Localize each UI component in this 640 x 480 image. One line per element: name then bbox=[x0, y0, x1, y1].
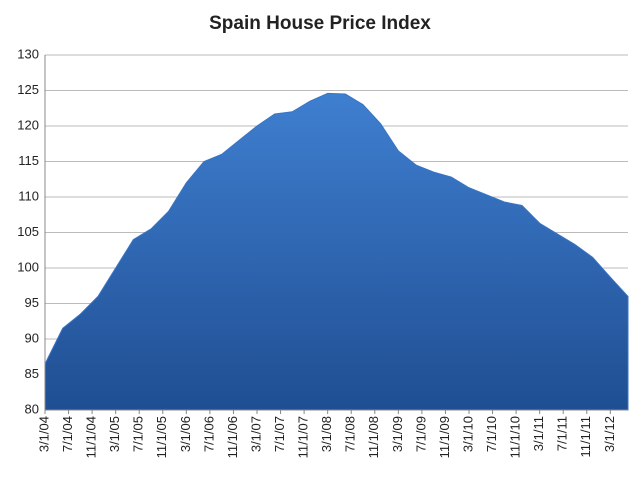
x-tick-label: 11/1/11 bbox=[578, 416, 593, 457]
x-tick-label: 7/1/10 bbox=[484, 416, 499, 452]
x-tick-label: 11/1/06 bbox=[225, 416, 240, 458]
x-tick-label: 7/1/05 bbox=[131, 416, 146, 452]
x-tick-label: 11/1/07 bbox=[296, 416, 311, 458]
y-tick-label: 90 bbox=[25, 330, 39, 345]
x-tick-label: 3/1/07 bbox=[248, 416, 263, 452]
area bbox=[44, 92, 629, 411]
x-tick-label: 3/1/12 bbox=[602, 416, 617, 452]
y-tick-label: 80 bbox=[25, 401, 39, 416]
x-tick-label: 3/1/05 bbox=[107, 416, 122, 452]
y-tick-label: 125 bbox=[17, 82, 39, 97]
y-tick-label: 110 bbox=[18, 188, 39, 203]
x-tick-label: 11/1/05 bbox=[154, 416, 169, 458]
y-tick-label: 115 bbox=[18, 153, 39, 168]
x-tick-label: 7/1/04 bbox=[60, 416, 75, 452]
x-tick-label: 11/1/10 bbox=[508, 416, 523, 458]
x-tick-label: 11/1/08 bbox=[366, 416, 381, 458]
y-tick-label: 95 bbox=[25, 295, 39, 310]
x-tick-label: 7/1/06 bbox=[201, 416, 216, 452]
x-tick-label: 3/1/08 bbox=[319, 416, 334, 452]
y-tick-label: 130 bbox=[17, 46, 39, 61]
x-tick-label: 7/1/11 bbox=[555, 416, 570, 451]
x-tick-label: 3/1/10 bbox=[460, 416, 475, 452]
x-tick-label: 3/1/09 bbox=[390, 416, 405, 452]
y-tick-label: 85 bbox=[25, 366, 39, 381]
y-tick-label: 120 bbox=[17, 117, 39, 132]
x-tick-label: 11/1/09 bbox=[437, 416, 452, 458]
x-tick-label: 3/1/06 bbox=[178, 416, 193, 452]
x-tick-label: 3/1/11 bbox=[531, 416, 546, 451]
x-tick-label: 7/1/08 bbox=[343, 416, 358, 452]
x-tick-label: 7/1/09 bbox=[413, 416, 428, 452]
x-tick-label: 3/1/04 bbox=[36, 416, 51, 452]
y-tick-label: 105 bbox=[17, 224, 39, 239]
x-tick-label: 7/1/07 bbox=[272, 416, 287, 452]
chart-title: Spain House Price Index bbox=[209, 13, 431, 34]
y-tick-label: 100 bbox=[17, 259, 39, 274]
x-tick-label: 11/1/04 bbox=[84, 416, 99, 458]
